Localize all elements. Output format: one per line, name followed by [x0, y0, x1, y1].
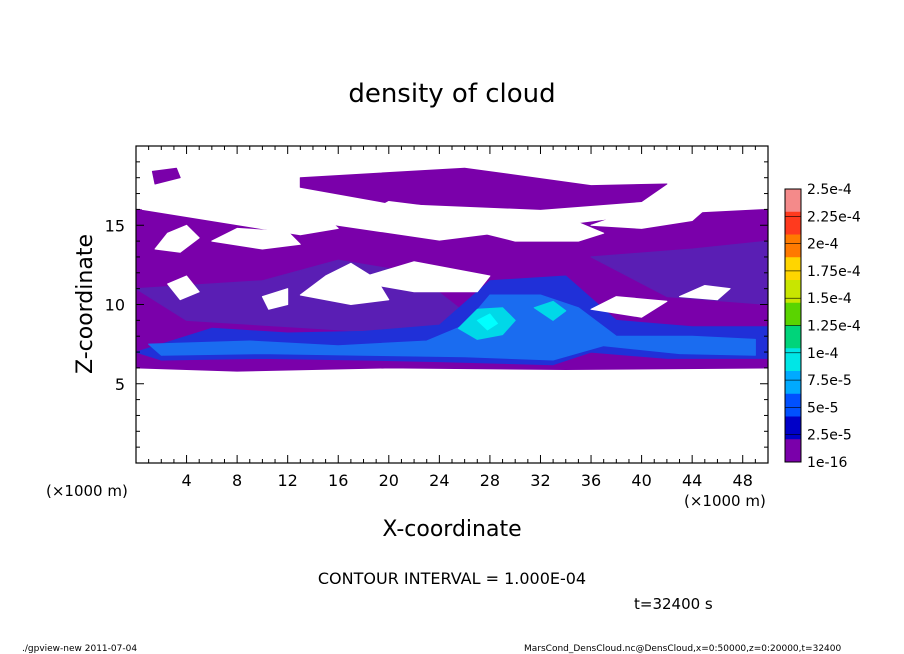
colorbar-swatch: [785, 280, 801, 304]
clear-region: [211, 227, 301, 250]
clear-region: [679, 285, 731, 301]
y-axis-ticks: 5 10 15: [105, 161, 768, 448]
colorbar-label: 1e-16: [807, 455, 847, 471]
clear-region: [476, 213, 605, 242]
x-tick-label: 24: [429, 471, 449, 490]
x-tick-label: 36: [581, 471, 601, 490]
clear-region: [154, 224, 200, 253]
colorbar-frame: [784, 188, 802, 463]
x-tick-label: 28: [480, 471, 500, 490]
colorbar-label: 2e-4: [807, 237, 839, 253]
colorbar-swatch: [785, 234, 801, 258]
density-region: [151, 167, 181, 185]
y-tick-label: 5: [115, 375, 125, 394]
x-unit-right-label: (×1000 m): [684, 492, 766, 510]
cloud-free-areas: [141, 185, 731, 318]
x-axis-ticks: 4 8 12 16 20 24 28 32 36 40 44 48: [148, 146, 756, 490]
x-unit-left-label: (×1000 m): [46, 482, 128, 500]
clear-region: [261, 288, 289, 310]
colorbar-label: 2.5e-5: [807, 428, 852, 444]
x-axis-label: X-coordinate: [382, 517, 521, 542]
colorbar: 2.5e-4 2.25e-4 2e-4 1.75e-4 1.5e-4 1.25e-4 1e-…: [784, 182, 861, 471]
x-tick-label: 4: [181, 471, 191, 490]
footer-right-text: MarsCond_DensCloud.nc@DensCloud,x=0:5000…: [524, 644, 841, 654]
density-region: [533, 300, 567, 321]
x-tick-label: 44: [682, 471, 702, 490]
colorbar-label: 1.25e-4: [807, 319, 861, 335]
x-tick-label: 16: [328, 471, 348, 490]
colorbar-swatch: [785, 257, 801, 281]
colorbar-swatch: [785, 189, 801, 213]
colorbar-label: 1.5e-4: [807, 291, 852, 307]
y-tick-label: 10: [105, 296, 125, 315]
x-tick-label: 12: [278, 471, 298, 490]
contour-interval-text: CONTOUR INTERVAL = 1.000E-04: [318, 569, 586, 588]
clear-region: [590, 202, 706, 229]
colorbar-swatch: [785, 416, 801, 440]
footer-left-text: ./gpview-new 2011-07-04: [22, 644, 137, 654]
x-tick-label: 40: [631, 471, 651, 490]
colorbar-swatch: [785, 348, 801, 372]
clear-region: [141, 185, 339, 236]
density-region: [148, 294, 756, 361]
x-tick-label: 32: [530, 471, 550, 490]
clear-region: [350, 261, 491, 293]
colorbar-label: 1.75e-4: [807, 264, 861, 280]
colorbar-label: 5e-5: [807, 400, 838, 416]
colorbar-swatch: [785, 325, 801, 349]
colorbar-label: 2.25e-4: [807, 209, 861, 225]
colorbar-label: 2.5e-4: [807, 182, 852, 198]
chart-title: density of cloud: [348, 79, 555, 109]
clear-region: [590, 296, 668, 318]
colorbar-label: 1e-4: [807, 346, 839, 362]
colorbar-swatch: [785, 302, 801, 326]
time-text: t=32400 s: [634, 595, 713, 613]
y-tick-label: 15: [105, 216, 125, 235]
colorbar-swatch: [785, 371, 801, 395]
x-tick-label: 48: [733, 471, 753, 490]
colorbar-label: 7.5e-5: [807, 373, 852, 389]
x-tick-label: 8: [232, 471, 242, 490]
density-region: [476, 313, 498, 331]
colorbar-swatch: [785, 393, 801, 417]
density-region: [299, 167, 668, 210]
colorbar-swatch: [785, 211, 801, 235]
colorbar-swatch: [785, 439, 801, 463]
x-tick-label: 20: [379, 471, 399, 490]
y-axis-label: Z-coordinate: [73, 234, 98, 374]
clear-region: [350, 201, 478, 234]
clear-region: [167, 275, 200, 301]
